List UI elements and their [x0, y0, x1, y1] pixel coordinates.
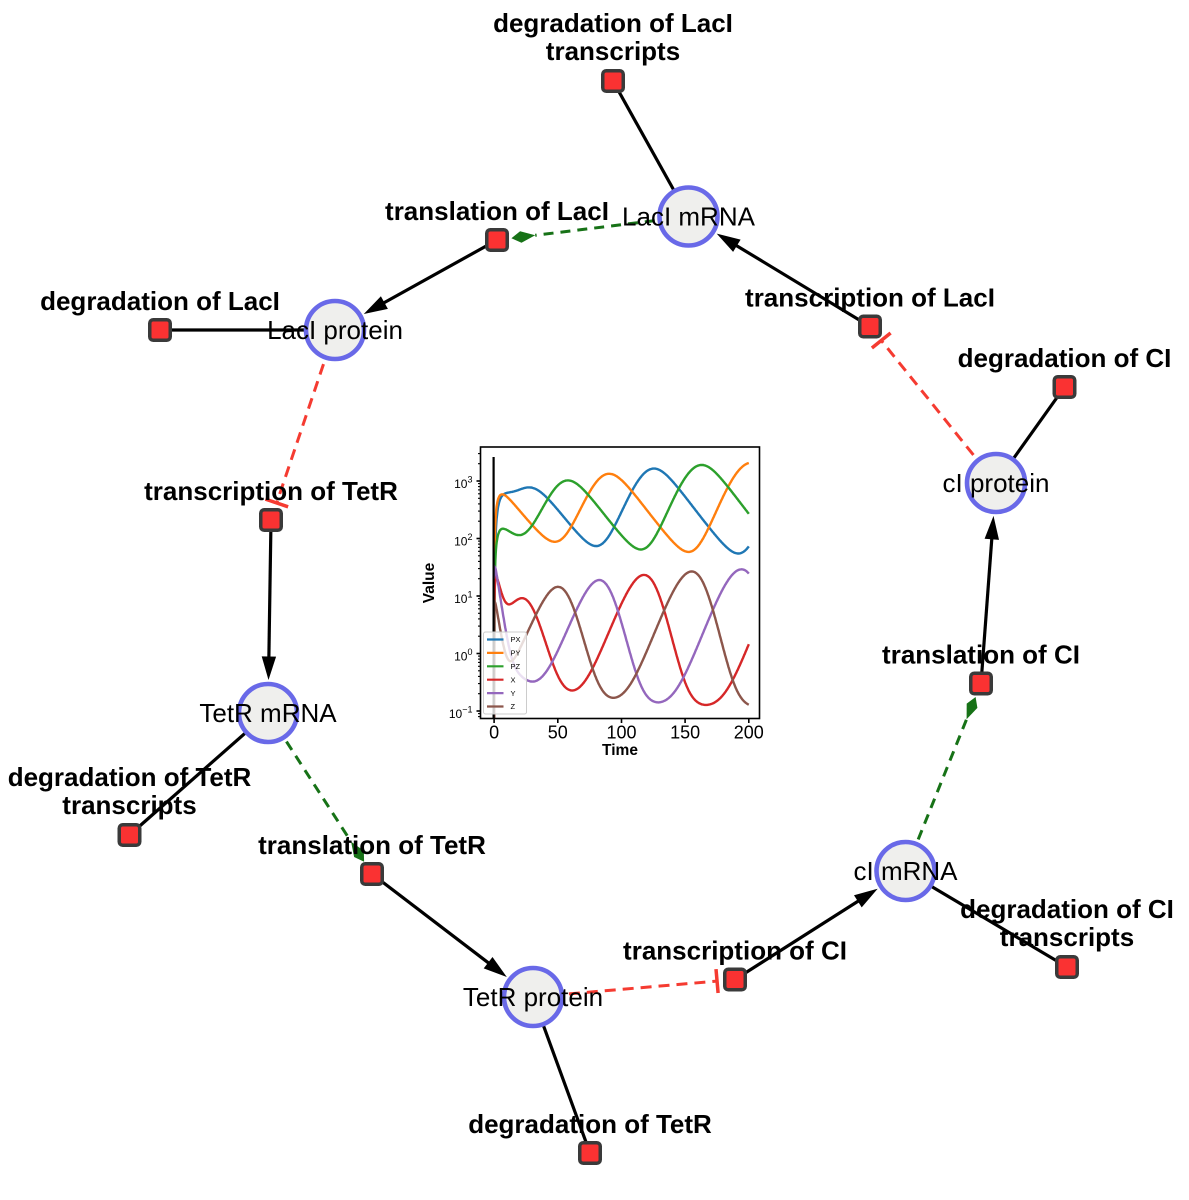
- svg-text:degradation of LacI: degradation of LacI: [40, 286, 280, 316]
- svg-text:transcripts: transcripts: [1000, 922, 1134, 952]
- svg-text:translation of CI: translation of CI: [882, 640, 1080, 670]
- svg-text:degradation of TetR: degradation of TetR: [8, 762, 252, 792]
- svg-text:150: 150: [670, 723, 700, 743]
- svg-text:0: 0: [489, 723, 499, 743]
- svg-text:TetR mRNA: TetR mRNA: [199, 698, 337, 728]
- svg-text:PX: PX: [511, 635, 521, 644]
- svg-text:50: 50: [548, 723, 568, 743]
- svg-text:cI protein: cI protein: [943, 468, 1050, 498]
- svg-text:Y: Y: [511, 689, 516, 698]
- svg-text:degradation of CI: degradation of CI: [958, 343, 1172, 373]
- svg-text:translation of TetR: translation of TetR: [258, 830, 486, 860]
- svg-text:PY: PY: [511, 649, 521, 658]
- svg-text:200: 200: [734, 723, 764, 743]
- svg-text:translation of LacI: translation of LacI: [385, 196, 609, 226]
- svg-text:transcription of CI: transcription of CI: [623, 936, 847, 966]
- svg-text:LacI protein: LacI protein: [267, 315, 403, 345]
- svg-text:degradation of CI: degradation of CI: [960, 894, 1174, 924]
- svg-text:transcripts: transcripts: [546, 36, 680, 66]
- svg-text:transcripts: transcripts: [62, 790, 196, 820]
- svg-text:100: 100: [606, 723, 636, 743]
- svg-text:LacI mRNA: LacI mRNA: [622, 202, 756, 232]
- svg-text:cI mRNA: cI mRNA: [854, 856, 959, 886]
- svg-text:degradation of TetR: degradation of TetR: [468, 1109, 712, 1139]
- svg-text:Time: Time: [602, 742, 638, 759]
- svg-text:transcription of TetR: transcription of TetR: [144, 476, 398, 506]
- svg-text:Value: Value: [421, 562, 438, 603]
- svg-text:PZ: PZ: [511, 662, 521, 671]
- svg-text:transcription of LacI: transcription of LacI: [745, 283, 995, 313]
- svg-text:TetR protein: TetR protein: [463, 982, 603, 1012]
- svg-text:X: X: [511, 675, 516, 684]
- svg-text:degradation of LacI: degradation of LacI: [493, 8, 733, 38]
- svg-text:Z: Z: [511, 702, 516, 711]
